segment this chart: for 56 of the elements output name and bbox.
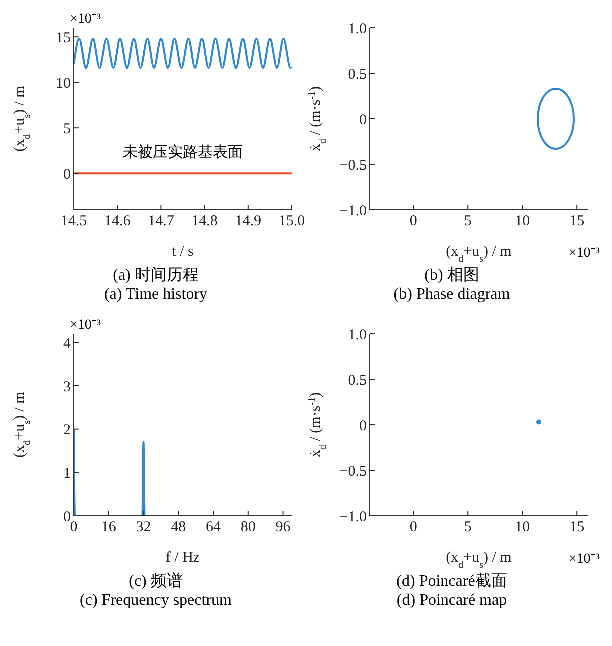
x-tick-label: 64	[206, 520, 222, 536]
text: (b) Phase diagram	[392, 285, 512, 304]
x-tick-label: 14.8	[192, 214, 218, 230]
text: ×10⁻³	[568, 551, 600, 568]
x-tick-label: 14.5	[60, 214, 88, 230]
y-tick-label: 0	[64, 166, 71, 183]
x-tick-label: 0	[410, 520, 418, 536]
x-tick-label: 14.9	[235, 214, 262, 230]
y-tick-label: −1.0	[340, 203, 367, 220]
text: ×10⁻³	[568, 245, 600, 262]
x-tick-label: 5	[464, 214, 472, 230]
y-tick-label: 2	[64, 422, 71, 439]
x-tick-label: 80	[240, 520, 256, 536]
y-tick-label: 0.5	[348, 372, 367, 389]
y-tick-label: 0	[360, 112, 367, 128]
text: (a) Time history	[103, 285, 209, 304]
x-axis-title: (x$_{d}$+u$_{s}$) / m	[446, 550, 512, 570]
y-tick-label: 15	[56, 30, 71, 46]
x-axis-title: f / Hz	[166, 550, 200, 566]
x-tick-label: 0	[410, 214, 418, 230]
x-tick-label: 14.7	[148, 214, 175, 230]
y-tick-label: −0.5	[340, 464, 367, 480]
x-tick-label: 16	[101, 520, 117, 536]
annotation: 未被压实路基表面	[122, 144, 244, 162]
text: (d) Poincaré map	[396, 591, 508, 610]
y-tick-label: 1.0	[348, 21, 367, 38]
y-tick-label: 0	[64, 509, 71, 526]
text: (c) Frequency spectrum	[79, 591, 233, 610]
x-tick-label: 48	[171, 520, 186, 536]
text: (d) Poincaré截面	[396, 572, 508, 591]
x-axis-title: t / s	[172, 244, 194, 260]
y-tick-label: 1.0	[348, 327, 367, 344]
text: (c) 频谱	[128, 572, 184, 591]
text: (a) 时间历程	[112, 266, 200, 285]
x-tick-label: 32	[136, 520, 152, 536]
y-tick-label: 0	[360, 418, 367, 434]
y-tick-label: 3	[64, 379, 71, 396]
line-series	[74, 38, 292, 70]
x-tick-label: 15	[570, 214, 585, 230]
x-tick-label: 15	[570, 520, 585, 536]
text: (b) 相图	[424, 266, 480, 285]
y-tick-label: 0.5	[348, 66, 367, 83]
x-tick-label: 14.6	[104, 214, 132, 230]
y-tick-label: −0.5	[340, 158, 367, 174]
text: ×10⁻³	[70, 11, 102, 28]
text: ×10⁻³	[70, 317, 102, 334]
y-tick-label: 10	[56, 76, 71, 92]
x-tick-label: 5	[464, 520, 472, 536]
y-tick-label: 5	[64, 121, 71, 138]
x-tick-label: 10	[515, 214, 530, 230]
x-tick-label: 96	[276, 520, 292, 536]
x-axis-title: (x$_{d}$+u$_{s}$) / m	[446, 244, 512, 264]
y-tick-label: −1.0	[340, 509, 367, 526]
y-tick-label: 1	[64, 466, 71, 482]
y-tick-label: 4	[64, 336, 72, 352]
x-tick-label: 10	[515, 520, 530, 536]
